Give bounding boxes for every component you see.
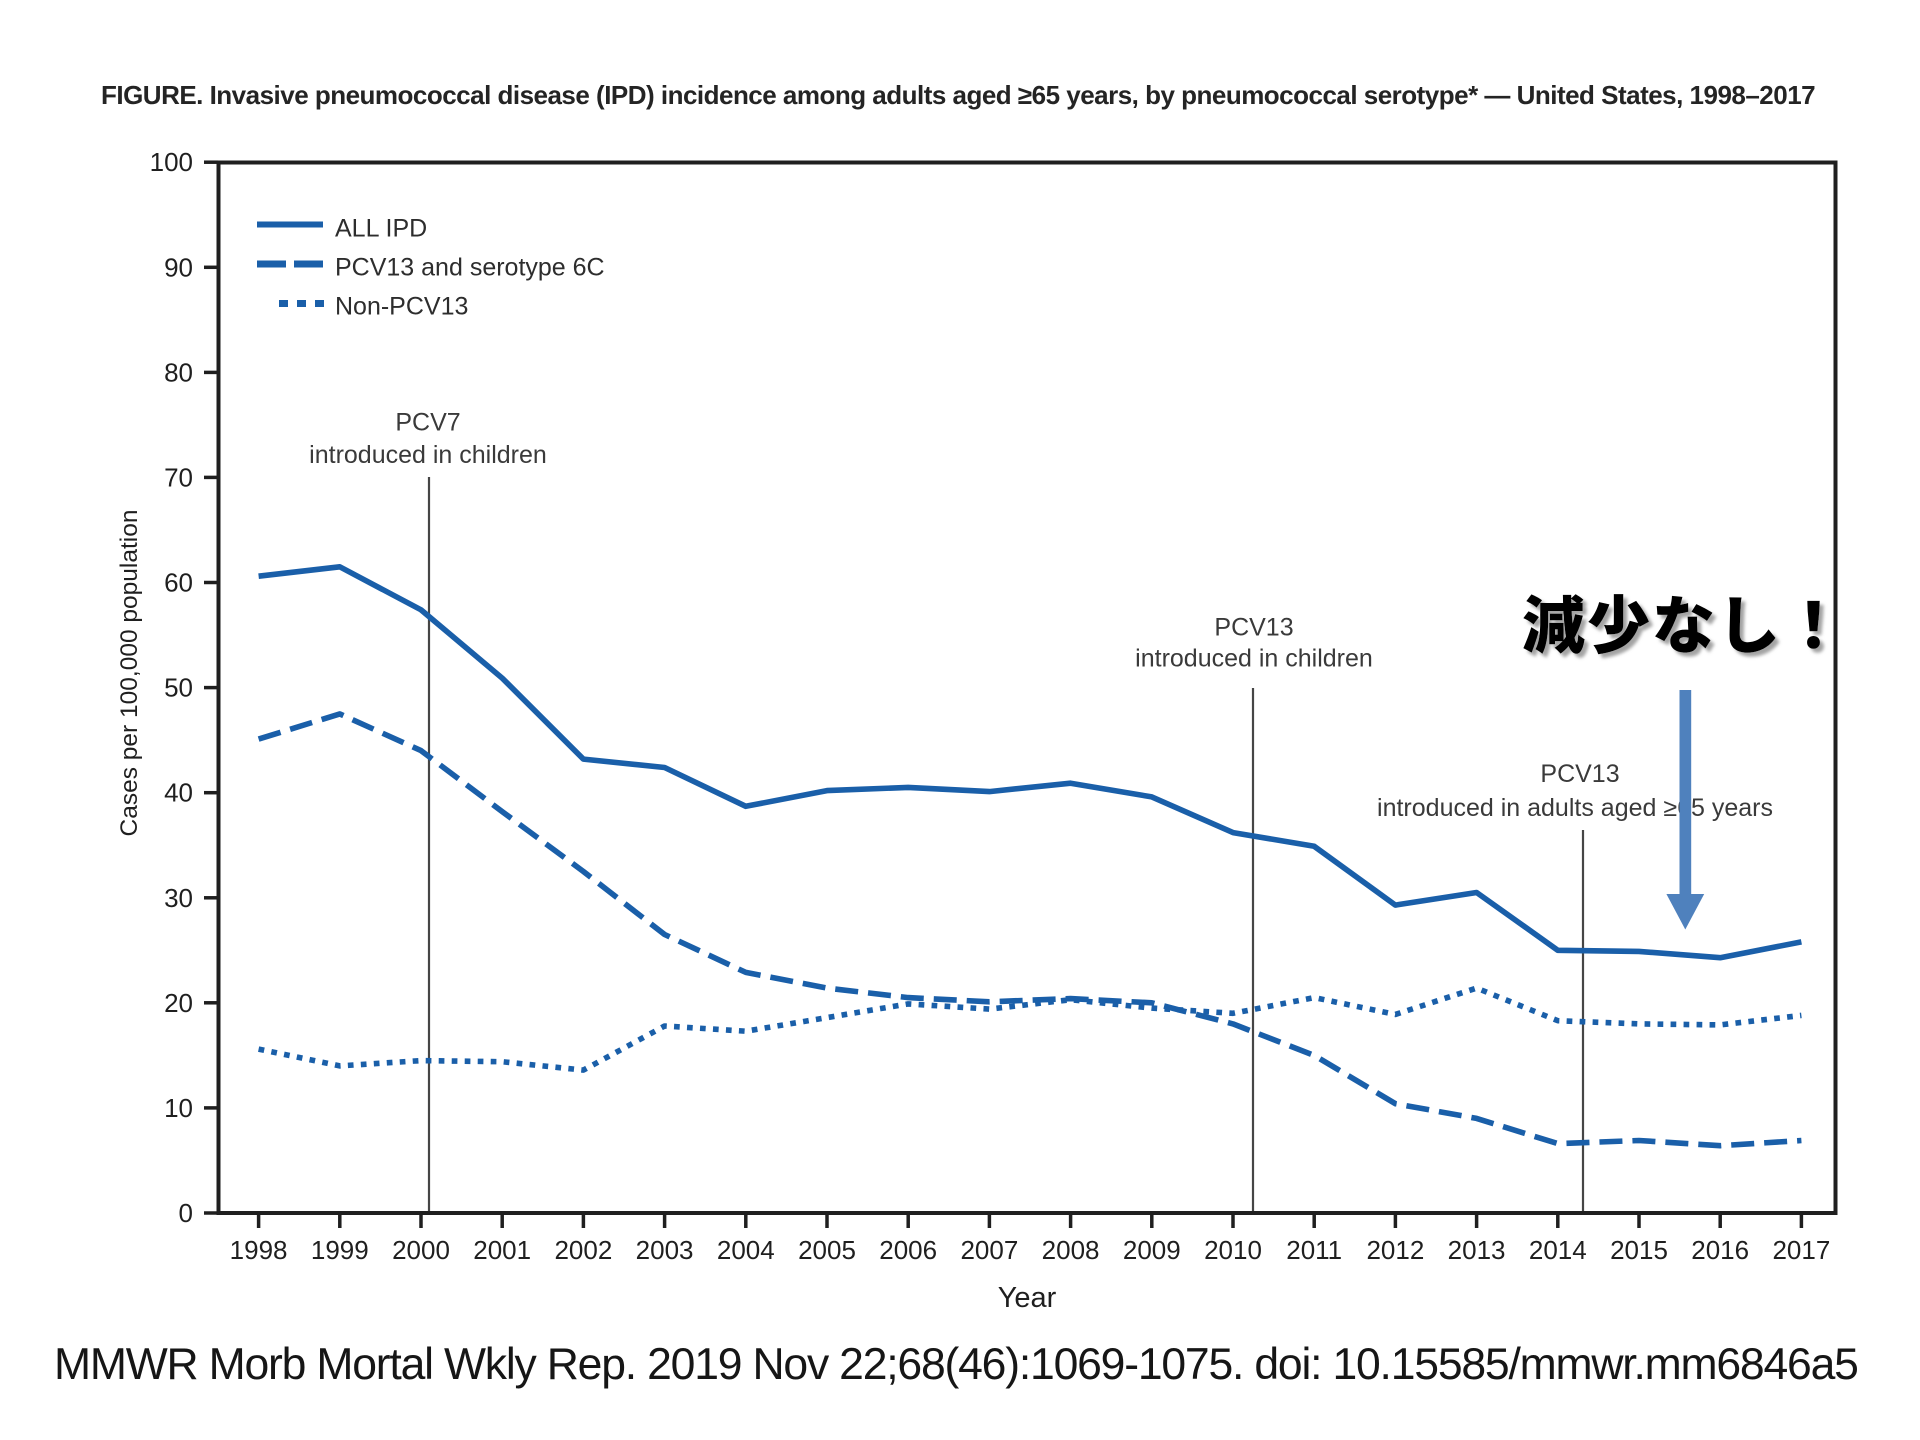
svg-text:PCV13: PCV13 <box>1540 760 1619 788</box>
svg-text:PCV13: PCV13 <box>1214 614 1293 642</box>
svg-text:2008: 2008 <box>1042 1235 1100 1265</box>
svg-text:100: 100 <box>150 147 193 177</box>
svg-text:2000: 2000 <box>392 1235 450 1265</box>
svg-text:30: 30 <box>164 883 193 913</box>
svg-text:Year: Year <box>998 1282 1057 1314</box>
svg-text:70: 70 <box>164 462 193 492</box>
svg-text:2015: 2015 <box>1610 1235 1668 1265</box>
svg-text:PCV7: PCV7 <box>395 409 460 437</box>
svg-text:10: 10 <box>164 1093 193 1123</box>
svg-text:2005: 2005 <box>798 1235 856 1265</box>
svg-text:PCV13 and serotype 6C: PCV13 and serotype 6C <box>335 254 605 282</box>
svg-text:Cases per 100,000 population: Cases per 100,000 population <box>116 510 143 837</box>
svg-text:2001: 2001 <box>473 1235 531 1265</box>
svg-text:1999: 1999 <box>311 1235 369 1265</box>
svg-text:2011: 2011 <box>1286 1235 1342 1265</box>
svg-text:2002: 2002 <box>554 1235 612 1265</box>
svg-text:2016: 2016 <box>1691 1235 1749 1265</box>
svg-text:2017: 2017 <box>1772 1235 1830 1265</box>
svg-text:0: 0 <box>179 1198 193 1228</box>
svg-text:2014: 2014 <box>1529 1235 1587 1265</box>
svg-text:20: 20 <box>164 988 193 1018</box>
svg-text:2010: 2010 <box>1204 1235 1262 1265</box>
svg-text:40: 40 <box>164 778 193 808</box>
svg-text:2003: 2003 <box>636 1235 694 1265</box>
svg-text:Non-PCV13: Non-PCV13 <box>335 293 468 321</box>
svg-text:introduced in children: introduced in children <box>1135 645 1373 673</box>
svg-text:2004: 2004 <box>717 1235 775 1265</box>
svg-text:ALL IPD: ALL IPD <box>335 215 427 243</box>
svg-text:60: 60 <box>164 568 193 598</box>
svg-text:90: 90 <box>164 252 193 282</box>
svg-text:introduced in children: introduced in children <box>309 441 547 469</box>
svg-text:2009: 2009 <box>1123 1235 1181 1265</box>
svg-text:2013: 2013 <box>1448 1235 1506 1265</box>
svg-text:introduced in adults aged ≥65: introduced in adults aged ≥65 years <box>1377 794 1773 822</box>
svg-text:1998: 1998 <box>230 1235 288 1265</box>
svg-text:50: 50 <box>164 673 193 703</box>
svg-text:2007: 2007 <box>960 1235 1018 1265</box>
svg-text:2012: 2012 <box>1366 1235 1424 1265</box>
svg-text:80: 80 <box>164 357 193 387</box>
svg-text:2006: 2006 <box>879 1235 937 1265</box>
